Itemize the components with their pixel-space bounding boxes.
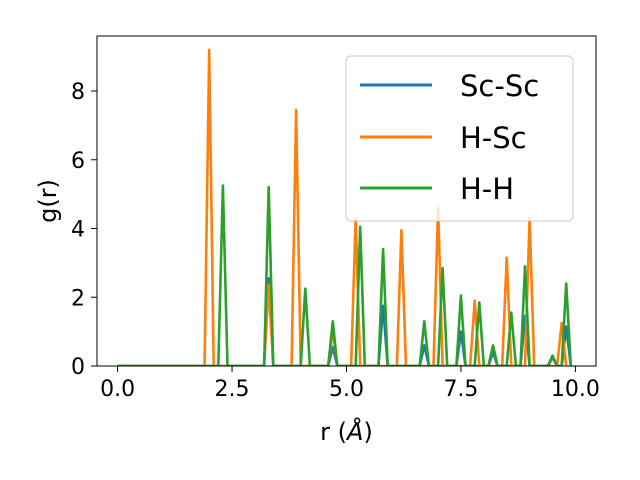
legend-label-h-sc: H-Sc: [460, 121, 527, 155]
x-tick-label: 0.0: [100, 377, 135, 402]
y-axis: 0 2 4 6 8: [71, 80, 97, 380]
legend: Sc-Sc H-Sc H-H: [345, 55, 574, 222]
y-tick-label: 6: [71, 149, 85, 174]
y-tick-label: 8: [71, 80, 85, 105]
x-axis-label-close: ): [363, 418, 372, 446]
y-tick-label: 0: [71, 355, 85, 380]
series-layer: [117, 48, 573, 366]
y-tick-label: 2: [71, 286, 85, 311]
series-line-h-h: [117, 184, 573, 366]
legend-label-h-h: H-H: [460, 172, 514, 206]
x-tick-label: 5.0: [329, 377, 364, 402]
x-axis: 0.0 2.5 5.0 7.5 10.0: [100, 366, 600, 402]
y-tick-label: 4: [71, 218, 85, 243]
x-tick-label: 7.5: [443, 377, 478, 402]
x-axis-label-unit: Å: [345, 417, 363, 446]
legend-label-sc-sc: Sc-Sc: [460, 69, 539, 103]
x-tick-label: 10.0: [551, 377, 600, 402]
x-axis-label-text: r (: [320, 418, 347, 446]
x-axis-label: r (Å): [320, 417, 373, 446]
legend-box: [345, 55, 574, 222]
x-tick-label: 2.5: [215, 377, 250, 402]
y-axis-label: g(r): [34, 179, 62, 223]
